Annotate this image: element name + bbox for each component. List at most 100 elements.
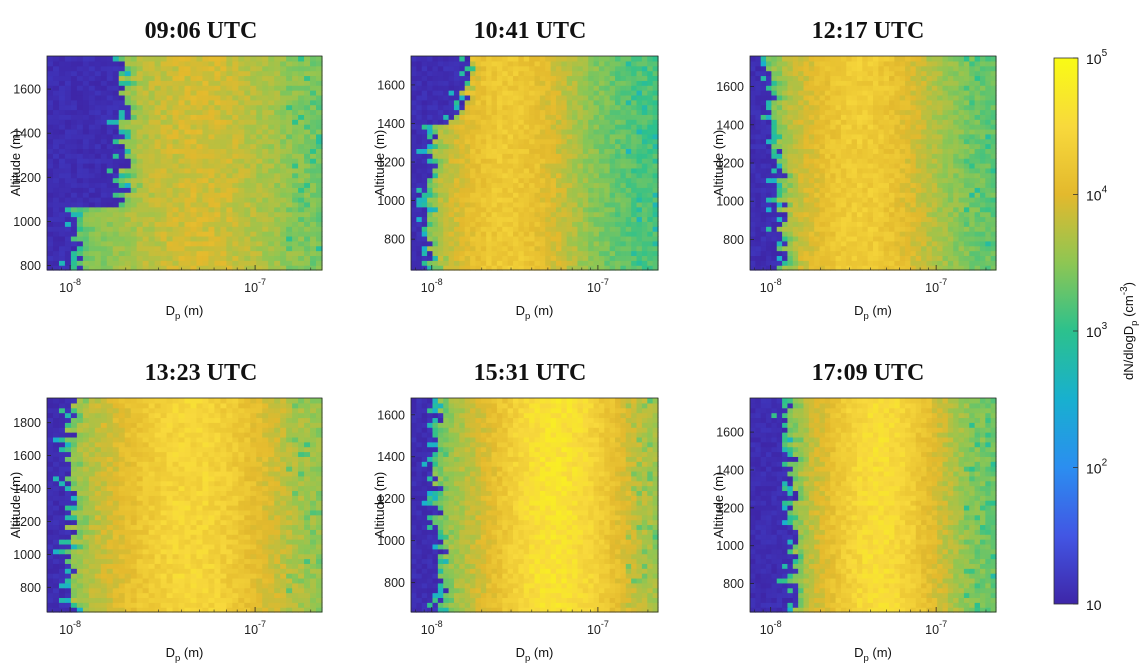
heatmap-cell [94, 133, 102, 140]
heatmap-cell [609, 172, 616, 179]
heatmap-cell [130, 138, 138, 145]
heatmap-cell [598, 65, 605, 72]
heatmap-cell [963, 265, 970, 271]
heatmap-cell [502, 158, 509, 164]
heatmap-cell [529, 128, 536, 135]
heatmap-cell [534, 255, 541, 261]
heatmap-cell [771, 231, 778, 237]
heatmap-cell [238, 90, 245, 96]
heatmap-cell [232, 172, 239, 179]
heatmap-cell [899, 197, 906, 203]
heatmap-cell [894, 255, 901, 261]
heatmap-cell [577, 240, 584, 247]
heatmap-cell [76, 153, 84, 159]
heatmap-cell [534, 192, 541, 198]
heatmap-cell [220, 94, 227, 101]
heatmap-cell [604, 167, 611, 174]
heatmap-cell [513, 177, 519, 184]
heatmap-cell [453, 153, 460, 159]
heatmap-cell [196, 114, 204, 120]
heatmap-cell [443, 70, 450, 77]
heatmap-cell [620, 240, 627, 247]
heatmap-cell [292, 197, 299, 203]
heatmap-cell [851, 245, 858, 252]
heatmap-cell [830, 197, 837, 203]
heatmap-cell [824, 216, 831, 222]
heatmap-cell [609, 90, 616, 96]
heatmap-cell [910, 231, 917, 237]
heatmap-cell [190, 187, 198, 193]
heatmap-cell [969, 211, 976, 218]
heatmap-cell [172, 75, 180, 81]
heatmap-cell [459, 138, 466, 145]
heatmap-cell [448, 201, 455, 208]
heatmap-cell [196, 260, 204, 266]
heatmap-cell [974, 187, 981, 193]
heatmap-cell [310, 235, 317, 242]
heatmap-cell [598, 167, 605, 174]
heatmap-cell [256, 260, 263, 266]
heatmap-cell [539, 60, 546, 67]
heatmap-cell [124, 99, 132, 106]
heatmap-cell [280, 206, 287, 213]
heatmap-cell [58, 138, 66, 145]
heatmap-cell [286, 75, 293, 81]
heatmap-cell [47, 85, 54, 91]
heatmap-cell [208, 94, 215, 101]
heatmap-cell [82, 201, 90, 208]
x-axis-label-unit: (m) [530, 303, 553, 318]
heatmap-cell [130, 250, 138, 257]
heatmap-cell [475, 206, 482, 213]
heatmap-cell [298, 231, 305, 237]
heatmap-cell [561, 167, 568, 174]
heatmap-cell [411, 192, 417, 198]
heatmap-cell [47, 94, 54, 101]
heatmap-cell [529, 85, 536, 91]
heatmap-cell [130, 85, 138, 91]
heatmap-cell [491, 80, 498, 86]
heatmap-cell [154, 109, 162, 115]
heatmap-cell [636, 133, 643, 140]
heatmap-cell [136, 167, 144, 174]
heatmap-cell [803, 187, 810, 193]
heatmap-cell [47, 201, 54, 208]
heatmap-cell [910, 206, 917, 213]
heatmap-cell [819, 187, 826, 193]
heatmap-cell [416, 133, 423, 140]
heatmap-cell [652, 187, 659, 193]
heatmap-cell [160, 177, 168, 184]
heatmap-cell [190, 70, 198, 77]
heatmap-cell [534, 167, 541, 174]
heatmap-cell [459, 240, 466, 247]
heatmap-cell [550, 65, 557, 72]
heatmap-cell [148, 138, 156, 145]
heatmap-cell [475, 192, 482, 198]
heatmap-cell [76, 104, 84, 111]
heatmap-cell [130, 56, 138, 62]
heatmap-cell [226, 85, 233, 91]
heatmap-cell [475, 158, 482, 164]
heatmap-cell [142, 138, 150, 145]
heatmap-cell [953, 265, 960, 271]
heatmap-cell [244, 65, 251, 72]
heatmap-cell [566, 75, 573, 81]
heatmap-cell [148, 172, 156, 179]
heatmap-cell [443, 172, 450, 179]
heatmap-cell [534, 109, 541, 115]
heatmap-cell [899, 182, 906, 188]
heatmap-cell [787, 187, 794, 193]
heatmap-cell [76, 260, 84, 266]
heatmap-cell [292, 250, 299, 257]
heatmap-cell [475, 245, 482, 252]
heatmap-cell [830, 187, 837, 193]
heatmap-cell [432, 90, 439, 96]
heatmap-cell [910, 197, 917, 203]
heatmap-cell [58, 153, 66, 159]
heatmap-cell [64, 60, 72, 67]
heatmap-cell [310, 163, 317, 169]
heatmap-cell [58, 124, 66, 130]
heatmap-cell [280, 158, 287, 164]
heatmap-cell [286, 99, 293, 106]
heatmap-cell [238, 197, 245, 203]
